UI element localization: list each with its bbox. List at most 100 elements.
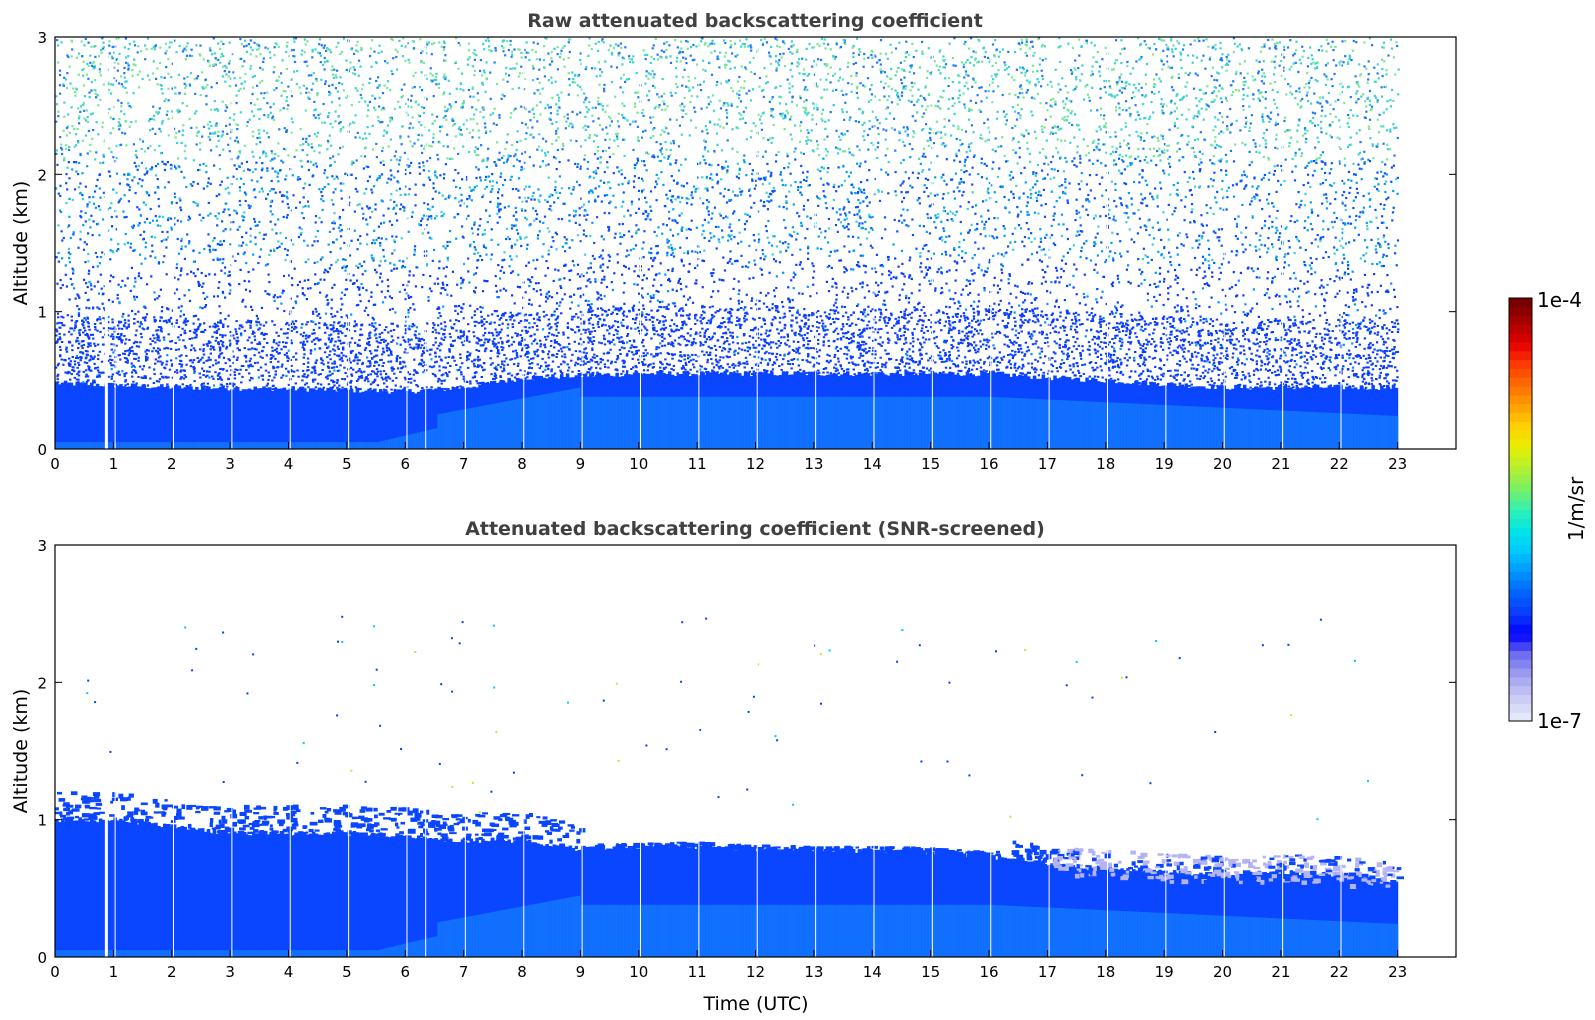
- layer-column: [160, 384, 164, 449]
- noise-pixel: [204, 86, 207, 89]
- layer-column: [323, 390, 328, 449]
- noise-pixel: [463, 331, 466, 335]
- noise-pixel: [687, 197, 690, 201]
- noise-pixel: [731, 262, 734, 265]
- noise-pixel: [89, 143, 92, 146]
- noise-pixel: [717, 225, 720, 229]
- noise-pixel: [465, 175, 468, 179]
- noise-pixel: [611, 53, 614, 56]
- noise-pixel: [1234, 284, 1237, 287]
- noise-pixel: [1211, 185, 1214, 188]
- noise-pixel: [691, 301, 695, 304]
- noise-pixel: [884, 82, 887, 85]
- noise-pixel: [674, 91, 677, 95]
- noise-pixel: [1248, 130, 1251, 133]
- noise-pixel: [753, 239, 756, 242]
- noise-pixel: [520, 166, 523, 169]
- noise-pixel: [951, 104, 954, 107]
- noise-pixel: [1140, 86, 1143, 89]
- lower-layer-column: [107, 442, 112, 449]
- noise-pixel: [969, 291, 972, 295]
- noise-pixel: [1322, 256, 1325, 259]
- noise-pixel: [121, 370, 124, 373]
- noise-pixel: [432, 187, 435, 190]
- noise-pixel: [1200, 59, 1203, 62]
- noise-pixel: [1385, 158, 1388, 161]
- noise-pixel: [1343, 271, 1347, 274]
- noise-pixel: [523, 48, 526, 51]
- noise-pixel: [1363, 372, 1366, 375]
- noise-pixel: [902, 272, 905, 276]
- noise-pixel: [702, 259, 706, 263]
- noise-pixel: [1181, 96, 1184, 100]
- noise-pixel: [591, 114, 594, 117]
- noise-pixel: [217, 58, 220, 61]
- noise-pixel: [211, 239, 215, 242]
- lower-layer-column: [916, 396, 920, 449]
- noise-pixel: [370, 295, 373, 298]
- noise-pixel: [461, 104, 464, 108]
- noise-pixel: [247, 43, 251, 46]
- noise-pixel: [103, 307, 106, 310]
- noise-pixel: [311, 56, 314, 59]
- noise-pixel: [153, 316, 156, 319]
- noise-pixel: [850, 268, 853, 271]
- lower-layer-column: [215, 442, 220, 449]
- noise-pixel: [1124, 125, 1127, 128]
- lower-layer-column: [548, 393, 552, 449]
- noise-pixel: [1320, 284, 1323, 287]
- noise-pixel: [463, 262, 466, 266]
- noise-pixel: [1204, 275, 1207, 278]
- noise-pixel: [1383, 312, 1386, 315]
- noise-pixel: [202, 87, 205, 90]
- noise-pixel: [471, 106, 474, 109]
- noise-pixel: [786, 152, 789, 155]
- noise-pixel: [233, 209, 236, 212]
- lower-layer-column: [1380, 415, 1384, 449]
- noise-pixel: [198, 283, 201, 287]
- lower-layer-column: [338, 442, 342, 449]
- noise-pixel: [136, 206, 139, 209]
- noise-pixel: [1379, 245, 1383, 248]
- noise-pixel: [386, 80, 390, 83]
- noise-pixel: [645, 151, 648, 154]
- noise-pixel: [659, 262, 662, 265]
- noise-pixel: [1114, 336, 1117, 340]
- noise-pixel: [901, 182, 904, 185]
- noise-pixel: [314, 378, 317, 381]
- noise-pixel: [703, 139, 706, 142]
- noise-pixel: [850, 286, 853, 289]
- noise-pixel: [440, 337, 443, 340]
- noise-pixel: [1086, 83, 1089, 86]
- noise-pixel: [975, 204, 978, 207]
- lower-layer-column: [924, 396, 929, 449]
- noise-pixel: [983, 289, 986, 292]
- noise-pixel: [1329, 134, 1332, 137]
- noise-pixel: [1352, 39, 1355, 43]
- noise-pixel: [95, 96, 98, 99]
- lower-layer-column: [612, 396, 616, 449]
- noise-pixel: [867, 56, 870, 59]
- noise-pixel: [199, 163, 202, 166]
- noise-pixel: [827, 43, 830, 46]
- noise-pixel: [1347, 178, 1350, 181]
- noise-pixel: [331, 126, 334, 129]
- noise-pixel: [1154, 83, 1157, 86]
- lower-layer-column: [492, 403, 497, 449]
- noise-pixel: [77, 314, 81, 317]
- noise-pixel: [337, 153, 340, 156]
- noise-pixel: [57, 61, 60, 64]
- noise-pixel: [779, 173, 782, 176]
- lower-layer-column: [1126, 403, 1130, 449]
- lower-layer-column: [533, 395, 538, 449]
- noise-pixel: [1193, 154, 1196, 158]
- noise-pixel: [1090, 70, 1094, 73]
- noise-pixel: [858, 265, 861, 268]
- noise-pixel: [1285, 226, 1288, 229]
- noise-pixel: [1151, 317, 1155, 320]
- noise-pixel: [1128, 106, 1131, 109]
- noise-pixel: [1146, 183, 1149, 186]
- noise-pixel: [493, 107, 496, 110]
- noise-pixel: [1078, 319, 1081, 322]
- noise-pixel: [548, 295, 551, 298]
